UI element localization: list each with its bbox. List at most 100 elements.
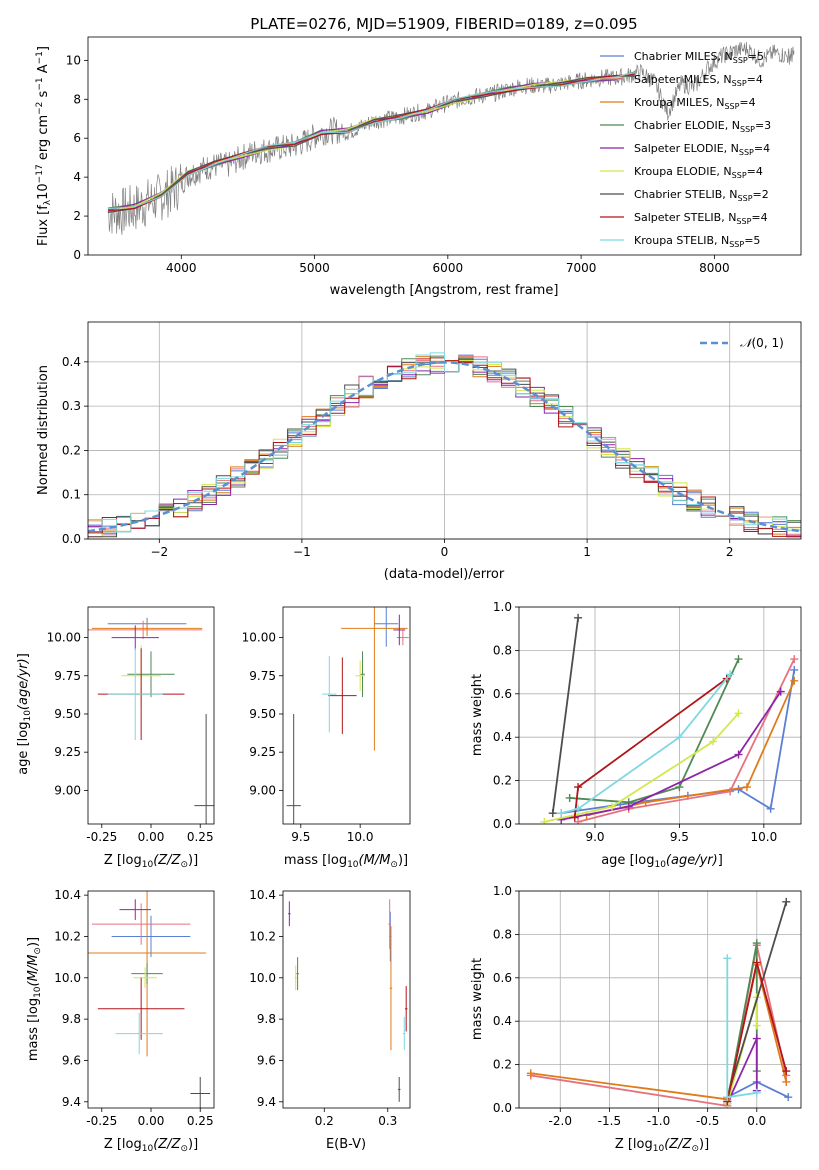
mass-z-xlabel: Z [log10(Z/Z⊙)] bbox=[104, 1137, 198, 1154]
spectrum-legend-entry-4: Salpeter ELODIE, NSSP=4 bbox=[634, 142, 770, 157]
mass-z-xtick-label-0: -0.25 bbox=[86, 1114, 117, 1128]
spectrum-ytick-label-4: 8 bbox=[73, 92, 81, 106]
age-z-ytick-label-2: 9.50 bbox=[54, 707, 81, 721]
spectrum-legend-entry-6: Chabrier STELIB, NSSP=2 bbox=[634, 188, 769, 203]
spectrum-legend-entry-7: Salpeter STELIB, NSSP=4 bbox=[634, 211, 768, 226]
mass-ebv-ytick-label-4: 10.2 bbox=[249, 929, 276, 943]
weight-z-marker-0-2 bbox=[784, 1093, 793, 1102]
spectrum-legend-entry-8: Kroupa STELIB, NSSP=5 bbox=[634, 234, 760, 249]
weight-age-marker-2-2 bbox=[742, 783, 751, 792]
weight-age-marker-8-2 bbox=[675, 733, 684, 742]
weight-age-marker-0-5 bbox=[790, 665, 799, 674]
mass-ebv-xlabel: E(B-V) bbox=[326, 1137, 366, 1152]
weight-age-ytick-label-2: 0.4 bbox=[493, 730, 512, 744]
model-spectrum-4 bbox=[107, 72, 635, 211]
gaussian-reference-curve bbox=[88, 361, 801, 533]
weight-z-xtick-label-4: 0.0 bbox=[747, 1114, 766, 1128]
residuals-xlabel: (data-model)/error bbox=[384, 567, 505, 582]
weight-age-line-2 bbox=[586, 680, 796, 817]
spectrum-legend-entry-1: Salpeter MILES, NSSP=4 bbox=[634, 73, 763, 88]
weight-age-ylabel: mass weight bbox=[470, 674, 485, 756]
age-vs-metallicity-panel: Z [log10(Z/Z⊙)] age [log10(age/yr)] -0.2… bbox=[16, 606, 215, 870]
spectrum-frame bbox=[87, 36, 802, 256]
residuals-xtick-label-0: −2 bbox=[150, 545, 168, 559]
weight-age-marker-3-0 bbox=[565, 793, 574, 802]
weight-z-line-6 bbox=[726, 901, 788, 1098]
mass-z-ylabel: mass [log10(M/M⊙)] bbox=[26, 937, 43, 1061]
spectrum-ylabel: Flux [fλ10−17 erg cm−2 s−1 A−1] bbox=[35, 46, 53, 246]
age-z-ylabel: age [log10(age/yr)] bbox=[16, 653, 33, 775]
age-mass-frame bbox=[282, 606, 411, 825]
weight-age-marker-5-1 bbox=[607, 802, 616, 811]
weight-age-marker-1-3 bbox=[790, 655, 799, 664]
weight-age-marker-4-1 bbox=[624, 802, 633, 811]
model-spectrum-8 bbox=[107, 71, 635, 210]
spectrum-legend-entry-5: Kroupa ELODIE, NSSP=4 bbox=[634, 165, 763, 180]
spectrum-legend-entry-2: Kroupa MILES, NSSP=4 bbox=[634, 96, 756, 111]
weight-z-xtick-label-1: -1.5 bbox=[598, 1114, 621, 1128]
weight-age-line-6 bbox=[551, 617, 579, 814]
weight-age-xtick-label-1: 9.5 bbox=[670, 830, 689, 844]
mass-ebv-ytick-label-1: 9.6 bbox=[257, 1053, 276, 1067]
mass-ebv-ytick-label-5: 10.4 bbox=[249, 888, 276, 902]
mass-ebv-ytick-label-2: 9.8 bbox=[257, 1012, 276, 1026]
weight-age-marker-5-0 bbox=[540, 817, 549, 824]
age-mass-xtick-label-1: 10.0 bbox=[347, 830, 374, 844]
weight-age-plot-area bbox=[540, 613, 799, 824]
spectrum-ytick-label-2: 4 bbox=[73, 170, 81, 184]
mass-z-ytick-label-5: 10.4 bbox=[54, 888, 81, 902]
model-spectrum-2 bbox=[107, 71, 635, 209]
weight-age-line-1 bbox=[577, 658, 796, 823]
spectrum-xtick-label-2: 6000 bbox=[433, 261, 464, 275]
residuals-xtick-label-4: 2 bbox=[726, 545, 734, 559]
spectrum-legend-entry-3: Chabrier ELODIE, NSSP=3 bbox=[634, 119, 771, 134]
spectrum-ytick-label-5: 10 bbox=[66, 53, 81, 67]
weight-z-ytick-label-4: 0.8 bbox=[493, 927, 512, 941]
weight-age-marker-5-2 bbox=[709, 737, 718, 746]
residuals-xtick-label-2: 0 bbox=[441, 545, 449, 559]
age-mass-ytick-label-0: 9.00 bbox=[249, 783, 276, 797]
model-spectrum-0 bbox=[107, 75, 635, 213]
weight-z-plot-area bbox=[526, 897, 793, 1108]
weight-z-marker-2-3 bbox=[782, 1077, 791, 1086]
mass-z-ytick-label-4: 10.2 bbox=[54, 929, 81, 943]
weight-age-ytick-label-4: 0.8 bbox=[493, 643, 512, 657]
mass-ebv-plot-area bbox=[288, 899, 408, 1102]
weight-age-marker-7-0 bbox=[570, 813, 579, 822]
age-mass-ytick-label-4: 10.00 bbox=[242, 631, 276, 645]
weight-age-marker-3-2 bbox=[675, 783, 684, 792]
weight-z-ytick-label-1: 0.2 bbox=[493, 1058, 512, 1072]
weight-z-marker-7-1 bbox=[752, 958, 761, 967]
spectrum-plot-area bbox=[107, 41, 795, 235]
weight-age-marker-4-2 bbox=[734, 750, 743, 759]
weight-z-marker-4-1 bbox=[752, 1034, 761, 1043]
age-z-xtick-label-0: -0.25 bbox=[86, 830, 117, 844]
weight-z-marker-8-0 bbox=[723, 954, 732, 963]
age-mass-xlabel: mass [log10(M/M⊙)] bbox=[284, 853, 408, 870]
age-z-ytick-label-4: 10.00 bbox=[47, 631, 81, 645]
weight-z-ytick-label-5: 1.0 bbox=[493, 884, 512, 898]
weight-age-xtick-label-2: 10.0 bbox=[750, 830, 777, 844]
spectrum-xtick-label-3: 7000 bbox=[566, 261, 597, 275]
age-z-ytick-label-3: 9.75 bbox=[54, 669, 81, 683]
residuals-ytick-label-4: 0.4 bbox=[62, 355, 81, 369]
age-z-xtick-label-2: 0.25 bbox=[187, 830, 214, 844]
weight-age-marker-8-1 bbox=[574, 804, 583, 813]
weight-age-marker-2-1 bbox=[641, 798, 650, 807]
weight-z-frame bbox=[518, 890, 802, 1109]
gaussian-legend-label: 𝒩(0, 1) bbox=[740, 336, 784, 350]
weight-z-ylabel: mass weight bbox=[470, 958, 485, 1040]
residuals-ytick-label-1: 0.1 bbox=[62, 488, 81, 502]
weight-z-xtick-label-0: -2.0 bbox=[549, 1114, 572, 1128]
weight-age-line-4 bbox=[561, 691, 782, 821]
weight-age-line-0 bbox=[561, 669, 796, 815]
age-vs-mass-panel: mass [log10(M/M⊙)] 9.5 10.0 9.00 9.25 9.50 9.… bbox=[242, 606, 411, 870]
weight-age-marker-6-0 bbox=[548, 809, 557, 818]
weight-age-marker-2-3 bbox=[790, 676, 799, 685]
residuals-ytick-label-3: 0.3 bbox=[62, 399, 81, 413]
mass-ebv-xtick-label-0: 0.2 bbox=[315, 1114, 334, 1128]
weight-z-ytick-label-3: 0.6 bbox=[493, 971, 512, 985]
mass-z-xtick-label-2: 0.25 bbox=[187, 1114, 214, 1128]
age-z-plot-area bbox=[88, 617, 214, 824]
weight-z-marker-2-0 bbox=[526, 1069, 535, 1078]
